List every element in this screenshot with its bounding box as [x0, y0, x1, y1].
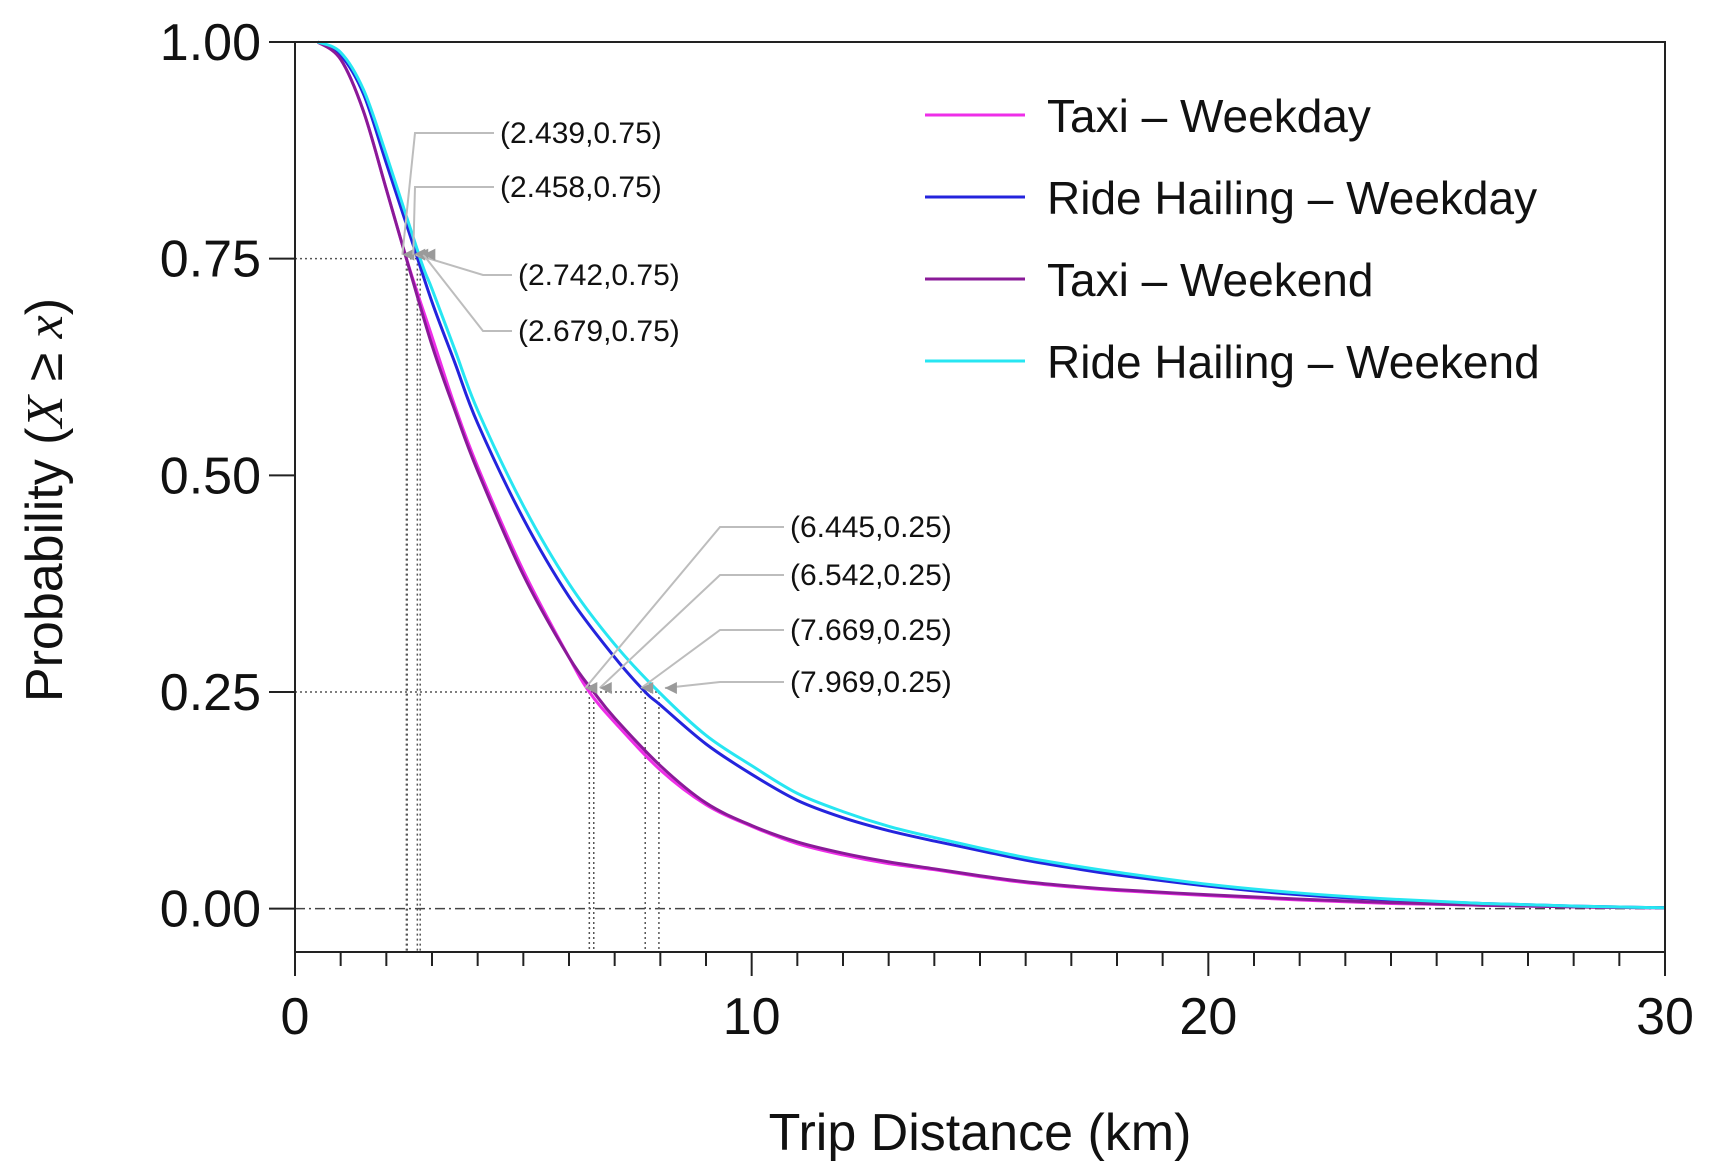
- annotation-label: (2.679,0.75): [518, 315, 680, 348]
- annotation-label: (2.458,0.75): [500, 171, 662, 204]
- x-tick-label: 10: [723, 988, 781, 1046]
- annotation-label: (7.669,0.25): [790, 614, 952, 647]
- y-tick-label: 1.00: [160, 14, 261, 72]
- annotation-leader: [401, 132, 494, 255]
- y-tick-label: 0.75: [160, 231, 261, 289]
- legend-label-4: Ride Hailing – Weekend: [1047, 336, 1540, 388]
- annotations: (2.439,0.75) (2.458,0.75) (2.742,0.75) (2.6…: [401, 117, 952, 699]
- y-axis-title-op: ≥: [16, 338, 74, 395]
- annotation-arrow: [585, 682, 598, 694]
- y-tick-label: 0.50: [160, 447, 261, 505]
- annotation-arrow: [599, 682, 612, 694]
- annotation-label: (6.445,0.25): [790, 511, 952, 544]
- y-axis-title: Probability (X ≥ x): [16, 298, 74, 702]
- annotation-leader: [664, 681, 784, 689]
- reference-lines: [295, 257, 1665, 952]
- annotation-label: (6.542,0.25): [790, 559, 952, 592]
- annotation-leader: [415, 253, 512, 276]
- series-line-4: [317, 40, 1666, 910]
- x-tick-label: 20: [1179, 988, 1237, 1046]
- annotation-leader: [640, 629, 784, 689]
- annotation-leader: [584, 526, 784, 689]
- annotation-leader: [412, 186, 494, 255]
- annotation-leader: [599, 574, 784, 689]
- y-tick-label: 0.00: [160, 881, 261, 939]
- series-lines: [316, 40, 1666, 910]
- legend-label-3: Taxi – Weekend: [1047, 254, 1373, 306]
- y-tick-label: 0.25: [160, 664, 261, 722]
- x-axis-title: Trip Distance (km): [769, 1104, 1192, 1162]
- series-line-3: [316, 40, 1666, 910]
- y-axis-title-prefix: Probability (: [16, 427, 74, 702]
- legend-label-1: Taxi – Weekday: [1047, 90, 1371, 142]
- annotation-label: (7.969,0.25): [790, 666, 952, 699]
- y-axis: 0.00 0.25 0.50 0.75 1.00: [160, 14, 295, 939]
- y-axis-title-suffix: ): [16, 298, 74, 315]
- y-axis-title-var: X: [17, 394, 74, 430]
- x-axis: 0 10 20 30: [281, 952, 1694, 1046]
- x-tick-label: 0: [281, 988, 310, 1046]
- x-tick-label: 30: [1636, 988, 1694, 1046]
- annotation-label: (2.439,0.75): [500, 117, 662, 150]
- annotation-label: (2.742,0.75): [518, 259, 680, 292]
- annotation-arrow: [423, 248, 436, 261]
- legend-label-2: Ride Hailing – Weekday: [1047, 172, 1537, 224]
- legend: Taxi – Weekday Ride Hailing – Weekday Taxi…: [925, 90, 1540, 388]
- annotation-arrow: [641, 682, 654, 694]
- series-line-2: [317, 40, 1666, 910]
- annotation-arrow: [402, 248, 415, 261]
- annotation-leader: [422, 254, 512, 332]
- y-axis-title-var2: x: [17, 315, 74, 339]
- annotation-arrow: [664, 682, 677, 694]
